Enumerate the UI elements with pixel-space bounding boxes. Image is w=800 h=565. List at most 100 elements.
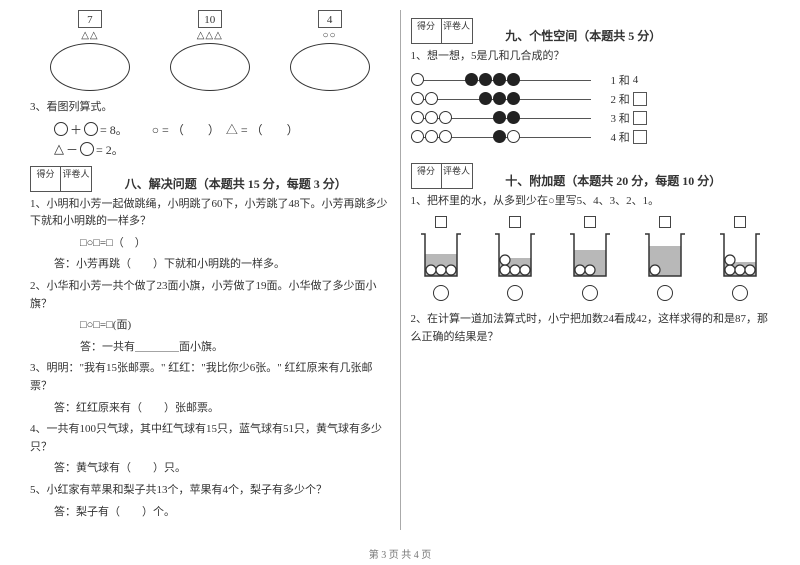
answer-box[interactable]	[633, 130, 647, 144]
bead-filled-icon	[507, 92, 520, 105]
bead-open-icon	[439, 111, 452, 124]
answer-circle[interactable]	[433, 285, 449, 301]
shape-hint: △△△	[160, 30, 260, 41]
beaker-icon	[417, 230, 465, 282]
answer-circle[interactable]	[582, 285, 598, 301]
abacus-label: 1 和 4	[611, 72, 639, 88]
bead-open-icon	[439, 130, 452, 143]
oval-item: 4 ○○	[280, 10, 380, 91]
abacus-rail	[411, 72, 591, 88]
section-8-head: 得分 评卷人 八、解决问题（本题共 15 分，每题 3 分）	[30, 166, 390, 192]
bead-filled-icon	[465, 73, 478, 86]
plus-icon: ＋	[70, 121, 82, 138]
section-9-title: 九、个性空间（本题共 5 分）	[505, 27, 661, 44]
q3-equations: ＋ = 8。 ○ = （ ） △ = （ ） △ － = 2。	[30, 121, 390, 158]
oval-icon	[290, 43, 370, 91]
bead-open-icon	[507, 130, 520, 143]
right-column: 得分 评卷人 九、个性空间（本题共 5 分） 1、想一想，5是几和几合成的？ 1…	[401, 10, 781, 530]
s8-q2-ans: 答：一共有＿＿＿＿面小旗。	[30, 339, 390, 357]
beaker	[491, 216, 539, 301]
beaker	[641, 216, 689, 301]
abacus-row: 2 和	[411, 91, 771, 107]
abacus-rail	[411, 91, 591, 107]
oval-icon	[50, 43, 130, 91]
oval-icon	[170, 43, 250, 91]
s10-q2: 2、在计算一道加法算式时，小宁把加数24看成42，这样求得的和是87，那么正确的…	[411, 311, 771, 346]
s8-q3-ans: 答：红红原来有（ ）张邮票。	[30, 400, 390, 418]
s8-q1-ans: 答：小芳再跳（ ）下就和小明跳的一样多。	[30, 256, 390, 274]
minus-icon: －	[66, 141, 78, 158]
equation-2: △ － = 2。	[54, 141, 390, 158]
answer-circle[interactable]	[657, 285, 673, 301]
beaker	[417, 216, 465, 301]
symbol-row: ○ = （ ） △ = （ ）	[152, 121, 299, 138]
bead-open-icon	[411, 73, 424, 86]
eq-rhs: = 2。	[96, 141, 124, 158]
s8-q3: 3、明明："我有15张邮票。" 红红："我比你少6张。" 红红原来有几张邮票？	[30, 360, 390, 395]
oval-item: 7 △△	[40, 10, 140, 91]
beakers-row	[411, 216, 771, 301]
equation-1: ＋ = 8。 ○ = （ ） △ = （ ）	[54, 121, 390, 138]
bead-open-icon	[411, 92, 424, 105]
number-box: 10	[198, 10, 222, 28]
number-box: 4	[318, 10, 342, 28]
s8-q1: 1、小明和小芳一起做跳绳，小明跳了60下，小芳跳了48下。小芳再跳多少下就和小明…	[30, 196, 390, 231]
beaker-icon	[641, 230, 689, 282]
answer-circle[interactable]	[732, 285, 748, 301]
page-footer: 第 3 页 共 4 页	[0, 546, 800, 561]
bead-filled-icon	[479, 92, 492, 105]
s8-q2-expr: □○□=□(面)	[30, 317, 390, 335]
bead-open-icon	[425, 92, 438, 105]
abacus-label: 3 和	[611, 110, 647, 126]
section-10-head: 得分 评卷人 十、附加题（本题共 20 分，每题 10 分）	[411, 163, 771, 189]
answer-box[interactable]	[633, 111, 647, 125]
section-8-title: 八、解决问题（本题共 15 分，每题 3 分）	[125, 175, 347, 192]
abacus-row: 3 和	[411, 110, 771, 126]
grader-label: 评卷人	[61, 167, 91, 191]
circle-icon	[54, 122, 68, 136]
bead-filled-icon	[507, 73, 520, 86]
shape-hint: △△	[40, 30, 140, 41]
score-label: 得分	[412, 19, 442, 43]
score-label: 得分	[412, 164, 442, 188]
answer-box[interactable]	[734, 216, 746, 228]
beaker-icon	[491, 230, 539, 282]
answer-box[interactable]	[509, 216, 521, 228]
s8-q5: 5、小红家有苹果和梨子共13个，苹果有4个，梨子有多少个？	[30, 482, 390, 500]
s8-q1-expr: □○□=□（ ）	[30, 235, 390, 253]
beaker	[716, 216, 764, 301]
answer-box[interactable]	[633, 92, 647, 106]
circle-icon	[80, 142, 94, 156]
beaker-icon	[566, 230, 614, 282]
score-box: 得分 评卷人	[411, 18, 473, 44]
q3-label: 3、看图列算式。	[30, 99, 390, 117]
left-column: 7 △△ 10 △△△ 4 ○○ 3、看图列算式。 ＋ = 8。	[20, 10, 401, 530]
beaker	[566, 216, 614, 301]
number-box: 7	[78, 10, 102, 28]
eq-rhs: = 8。	[100, 121, 128, 138]
score-box: 得分 评卷人	[411, 163, 473, 189]
grader-label: 评卷人	[442, 19, 472, 43]
s8-q5-ans: 答：梨子有（ ）个。	[30, 504, 390, 522]
bead-filled-icon	[493, 111, 506, 124]
bead-filled-icon	[507, 111, 520, 124]
answer-circle[interactable]	[507, 285, 523, 301]
abacus-rail	[411, 110, 591, 126]
abacus-row: 4 和	[411, 129, 771, 145]
s8-q4-ans: 答：黄气球有（ ）只。	[30, 460, 390, 478]
answer-box[interactable]	[584, 216, 596, 228]
s8-q2: 2、小华和小芳一共个做了23面小旗，小芳做了19面。小华做了多少面小旗？	[30, 278, 390, 313]
grader-label: 评卷人	[442, 164, 472, 188]
bead-filled-icon	[493, 92, 506, 105]
abacus-label: 2 和	[611, 91, 647, 107]
s9-q1: 1、想一想，5是几和几合成的？	[411, 48, 771, 66]
page: 7 △△ 10 △△△ 4 ○○ 3、看图列算式。 ＋ = 8。	[0, 0, 800, 540]
bead-open-icon	[425, 111, 438, 124]
answer-box[interactable]	[659, 216, 671, 228]
score-box: 得分 评卷人	[30, 166, 92, 192]
answer-box[interactable]	[435, 216, 447, 228]
bead-open-icon	[411, 130, 424, 143]
abacus-row: 1 和 4	[411, 72, 771, 88]
bead-filled-icon	[493, 73, 506, 86]
shape-hint: ○○	[280, 30, 380, 41]
